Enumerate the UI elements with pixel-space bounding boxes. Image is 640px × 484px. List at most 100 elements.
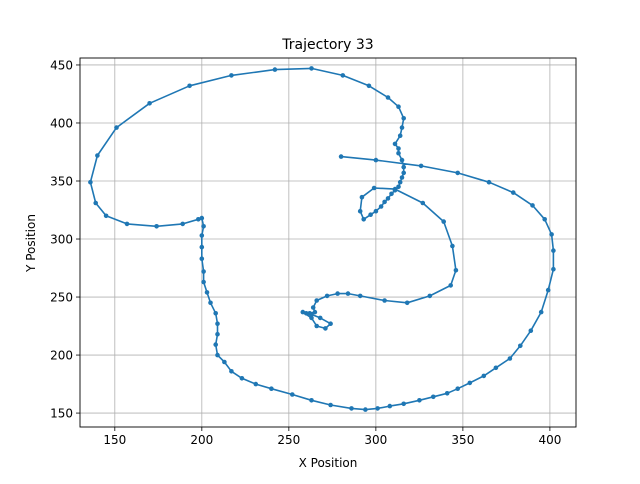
data-point-75 xyxy=(401,164,407,170)
data-point-104 xyxy=(314,298,320,303)
data-point-31 xyxy=(269,386,274,392)
data-point-62 xyxy=(272,67,278,72)
data-point-19 xyxy=(455,386,461,392)
data-point-0 xyxy=(338,154,344,159)
data-point-105 xyxy=(310,305,316,310)
x-tick-label-5: 400 xyxy=(538,433,561,447)
data-point-57 xyxy=(95,153,100,158)
data-point-33 xyxy=(239,376,245,381)
data-point-99 xyxy=(382,298,387,303)
data-point-92 xyxy=(420,200,426,206)
data-point-15 xyxy=(507,356,513,361)
data-point-18 xyxy=(467,380,473,386)
x-axis-label: X Position xyxy=(299,456,358,470)
data-point-82 xyxy=(385,196,391,201)
data-point-74 xyxy=(399,157,405,163)
data-point-101 xyxy=(345,291,351,296)
data-point-28 xyxy=(328,402,333,408)
data-point-51 xyxy=(180,221,185,227)
data-point-38 xyxy=(215,331,220,337)
data-point-36 xyxy=(215,352,220,358)
data-point-56 xyxy=(88,179,93,185)
data-point-78 xyxy=(397,179,403,185)
x-tick-label-1: 200 xyxy=(190,433,213,447)
data-point-76 xyxy=(401,170,407,176)
data-point-2 xyxy=(418,163,424,169)
data-point-71 xyxy=(392,141,398,147)
data-point-12 xyxy=(538,309,544,315)
series xyxy=(88,66,556,412)
data-point-109 xyxy=(309,315,314,321)
x-tick-label-0: 150 xyxy=(103,433,126,447)
data-point-7 xyxy=(542,217,547,222)
y-axis-label: Y Position xyxy=(24,214,38,273)
data-point-5 xyxy=(511,190,516,195)
data-point-59 xyxy=(147,101,152,106)
data-point-79 xyxy=(396,184,401,190)
data-point-14 xyxy=(518,343,523,349)
y-tick-label-5: 400 xyxy=(50,116,73,130)
data-point-89 xyxy=(359,194,365,200)
y-tick-label-3: 300 xyxy=(50,233,73,247)
data-point-30 xyxy=(290,392,295,397)
data-point-100 xyxy=(357,293,363,299)
data-point-54 xyxy=(103,213,109,219)
data-point-45 xyxy=(199,256,205,262)
data-point-17 xyxy=(481,373,487,379)
data-point-103 xyxy=(324,293,330,299)
data-point-29 xyxy=(309,398,314,403)
data-point-93 xyxy=(441,219,447,224)
data-point-88 xyxy=(357,208,363,214)
data-point-6 xyxy=(530,203,535,208)
y-tick-label-0: 150 xyxy=(50,407,73,421)
data-point-23 xyxy=(401,401,407,407)
data-point-42 xyxy=(204,290,210,295)
data-point-52 xyxy=(154,224,159,229)
y-tick-label-4: 350 xyxy=(50,175,73,189)
y-tick-label-2: 250 xyxy=(50,291,73,305)
data-point-27 xyxy=(349,406,354,411)
data-point-37 xyxy=(213,342,218,347)
data-point-94 xyxy=(450,243,455,249)
data-point-43 xyxy=(201,279,206,285)
data-point-44 xyxy=(201,269,206,274)
data-point-73 xyxy=(396,150,401,156)
data-point-32 xyxy=(253,381,259,387)
data-point-26 xyxy=(363,407,368,412)
data-point-68 xyxy=(401,116,407,121)
data-point-91 xyxy=(392,186,398,192)
data-point-58 xyxy=(114,125,119,130)
x-tick-label-3: 300 xyxy=(364,433,387,447)
y-tick-label-1: 200 xyxy=(50,349,73,363)
data-point-53 xyxy=(124,221,130,227)
data-point-87 xyxy=(361,217,367,222)
data-point-55 xyxy=(93,200,98,206)
data-point-65 xyxy=(366,83,372,89)
ticks: 150 200 250 300 350 400 150 200 250 300 350 400 450 xyxy=(50,58,561,447)
data-point-77 xyxy=(399,175,405,180)
data-point-63 xyxy=(309,66,314,71)
data-point-16 xyxy=(493,365,499,371)
data-point-106 xyxy=(312,309,318,315)
axes-frame xyxy=(79,57,577,428)
data-point-11 xyxy=(545,287,551,293)
data-point-35 xyxy=(222,359,227,365)
data-point-69 xyxy=(399,125,405,130)
data-point-111 xyxy=(323,326,328,331)
data-point-114 xyxy=(309,312,314,317)
x-tick-label-2: 250 xyxy=(277,433,300,447)
data-point-4 xyxy=(486,179,492,185)
data-point-66 xyxy=(385,95,391,100)
data-point-84 xyxy=(378,204,384,209)
data-point-95 xyxy=(453,268,459,273)
data-point-20 xyxy=(444,391,450,396)
data-point-98 xyxy=(404,300,410,306)
data-point-21 xyxy=(431,394,436,400)
data-point-25 xyxy=(375,406,380,411)
data-point-96 xyxy=(448,283,454,288)
data-point-3 xyxy=(455,170,461,176)
data-point-10 xyxy=(551,266,556,272)
data-point-9 xyxy=(551,248,556,253)
